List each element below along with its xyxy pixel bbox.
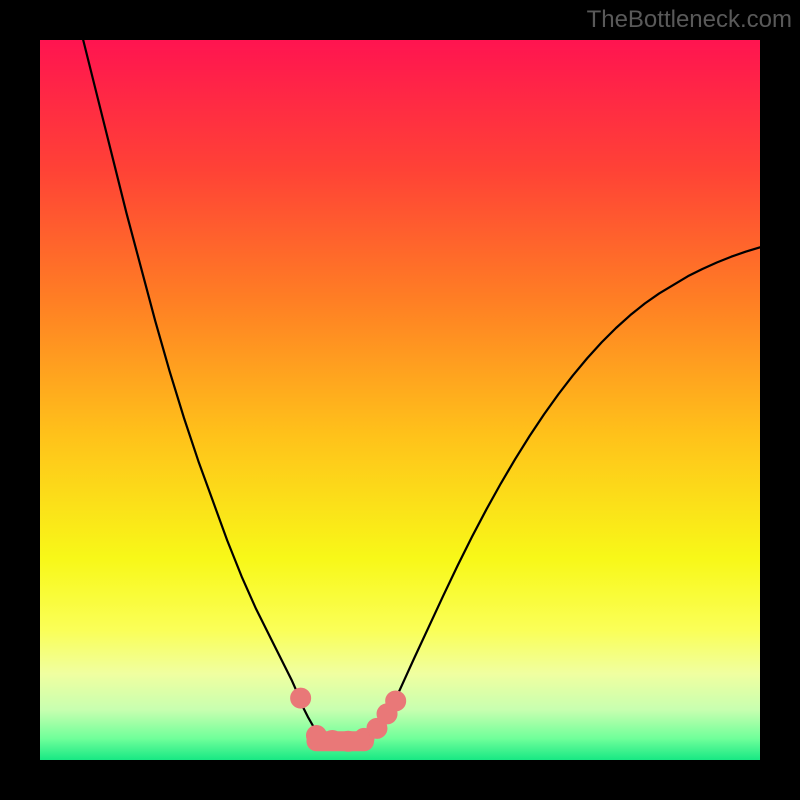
watermark-text: TheBottleneck.com <box>587 6 792 34</box>
valley-marker <box>291 688 311 708</box>
gradient-background <box>40 40 760 760</box>
plot-area <box>40 40 760 760</box>
valley-marker <box>386 691 406 711</box>
chart-svg <box>40 40 760 760</box>
